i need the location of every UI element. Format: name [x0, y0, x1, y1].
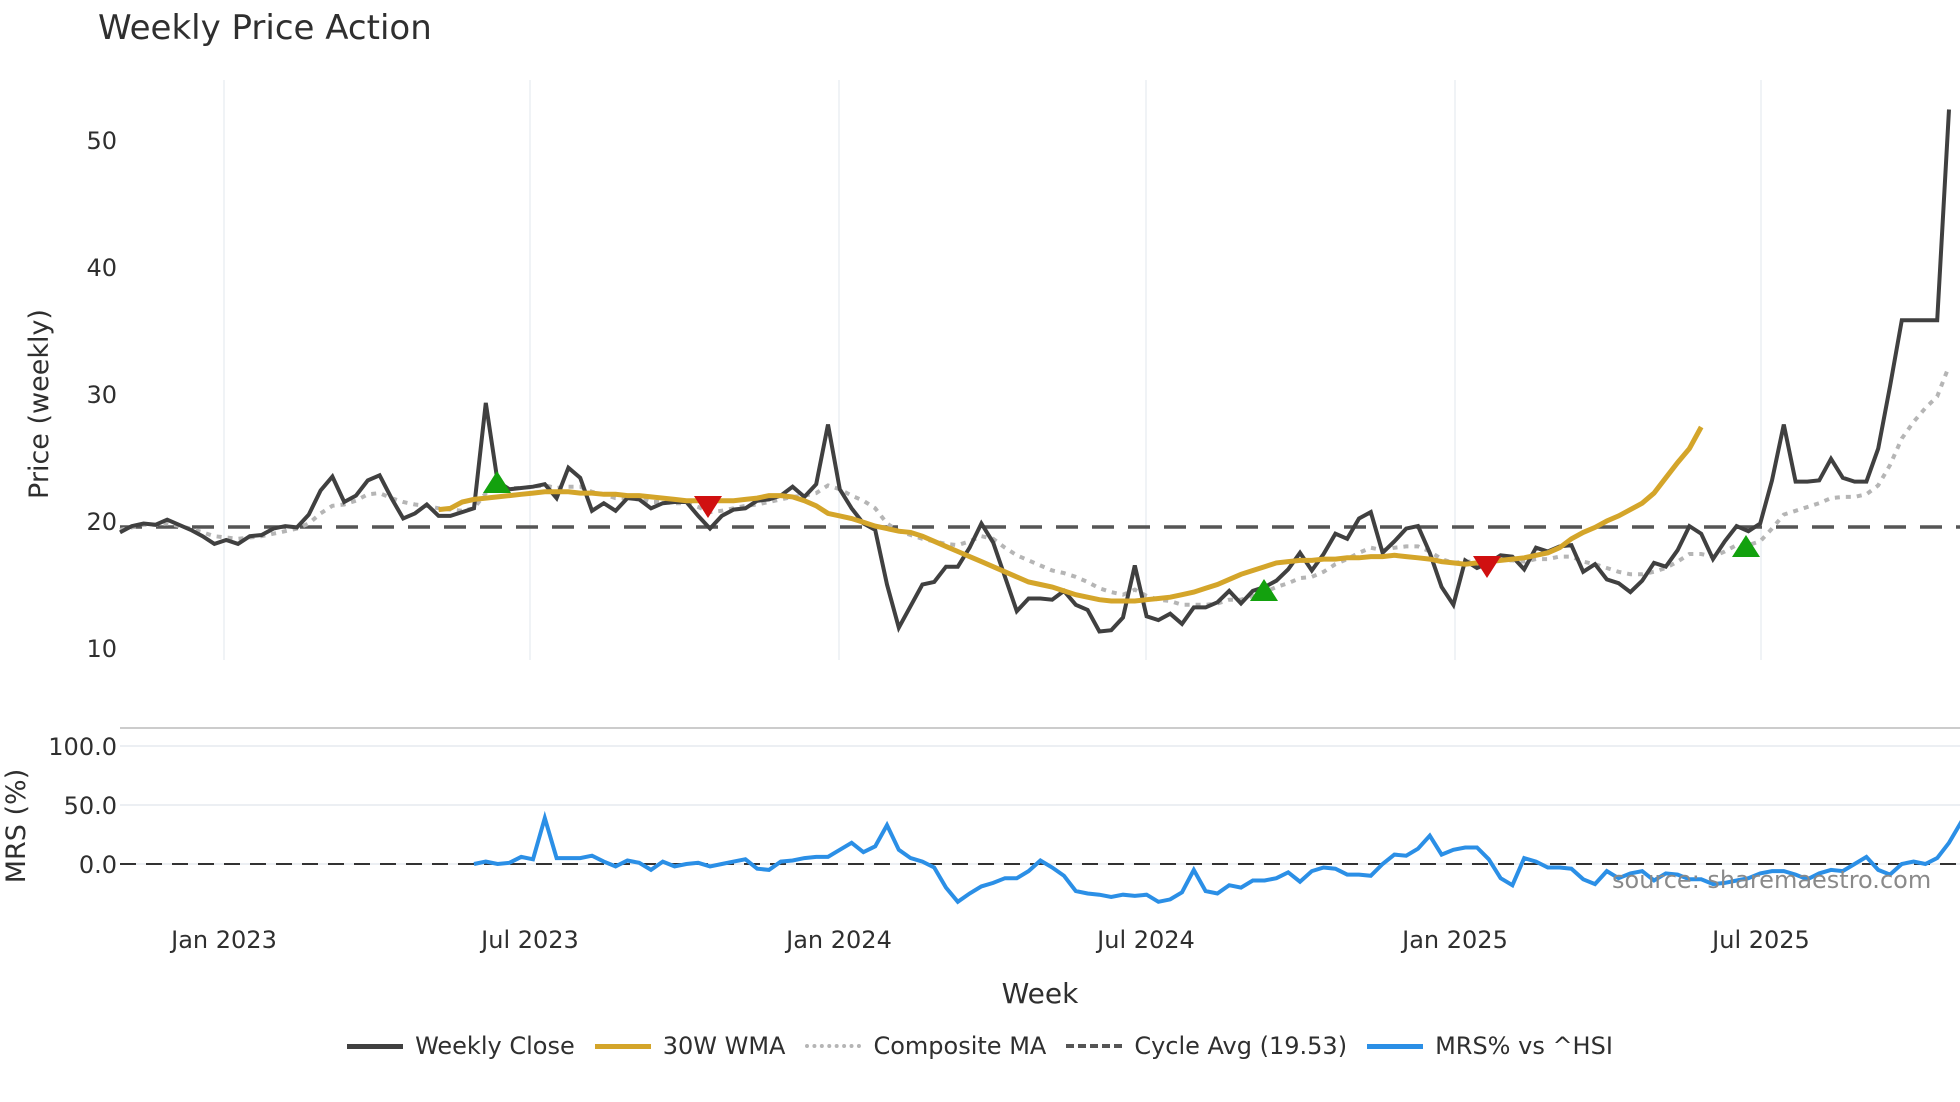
x-tick-label: Jan 2025	[1400, 926, 1508, 954]
price-tick-label: 20	[86, 508, 117, 536]
sell-signal-marker	[694, 496, 722, 518]
composite-ma-line	[119, 365, 1951, 607]
x-axis-label: Week	[1002, 977, 1079, 1010]
legend-item-composite-ma[interactable]: Composite MA	[805, 1032, 1046, 1060]
legend-item-cycle-avg[interactable]: Cycle Avg (19.53)	[1066, 1032, 1347, 1060]
x-tick-label: Jul 2023	[479, 926, 579, 954]
price-tick-label: 40	[86, 254, 117, 282]
gridlines	[120, 80, 1960, 865]
price-y-axis-label: Price (weekly)	[24, 309, 55, 499]
legend-label: Composite MA	[873, 1032, 1047, 1060]
legend-label: Weekly Close	[415, 1032, 575, 1060]
x-tick-label: Jul 2025	[1710, 926, 1810, 954]
legend-label: 30W WMA	[662, 1032, 786, 1060]
x-tick-label: Jan 2024	[784, 926, 892, 954]
sell-signal-marker	[1473, 556, 1501, 578]
x-tick-label: Jul 2024	[1095, 926, 1195, 954]
wma-30w-line	[438, 425, 1704, 604]
mrs-tick-label: 100.0	[48, 733, 117, 761]
buy-signal-marker	[483, 471, 511, 493]
legend-swatch-composite-ma	[805, 1044, 862, 1048]
price-tick-label: 50	[86, 127, 117, 155]
legend-swatch-cycle-avg	[1066, 1044, 1123, 1048]
legend-swatch-30w-wma	[594, 1043, 651, 1049]
legend-swatch-weekly-close	[347, 1043, 404, 1049]
legend-item-mrs[interactable]: MRS% vs ^HSI	[1367, 1032, 1613, 1060]
legend: Weekly Close 30W WMA Composite MA Cycle …	[0, 1032, 1960, 1060]
legend-swatch-mrs	[1367, 1043, 1424, 1049]
legend-item-weekly-close[interactable]: Weekly Close	[347, 1032, 575, 1060]
series-lines	[119, 109, 1960, 905]
chart-title: Weekly Price Action	[98, 8, 432, 48]
signal-markers	[483, 471, 1760, 601]
legend-label: MRS% vs ^HSI	[1435, 1032, 1613, 1060]
mrs-tick-label: 50.0	[64, 792, 117, 820]
legend-label: Cycle Avg (19.53)	[1134, 1032, 1348, 1060]
price-tick-label: 30	[86, 381, 117, 409]
price-tick-label: 10	[86, 635, 117, 663]
mrs-y-axis-label: MRS (%)	[1, 769, 32, 884]
legend-item-30w-wma[interactable]: 30W WMA	[594, 1032, 786, 1060]
buy-signal-marker	[1250, 579, 1278, 601]
weekly-close-line	[119, 109, 1951, 634]
mrs-line	[473, 810, 1960, 905]
x-tick-label: Jan 2023	[169, 926, 277, 954]
mrs-tick-label: 0.0	[79, 851, 117, 879]
buy-signal-marker	[1732, 535, 1760, 557]
source-attribution: source: sharemaestro.com	[1612, 866, 1932, 894]
axis-ticks: Jan 2023 Jul 2023 Jan 2024 Jul 2024 Jan 2025…	[48, 127, 1810, 954]
